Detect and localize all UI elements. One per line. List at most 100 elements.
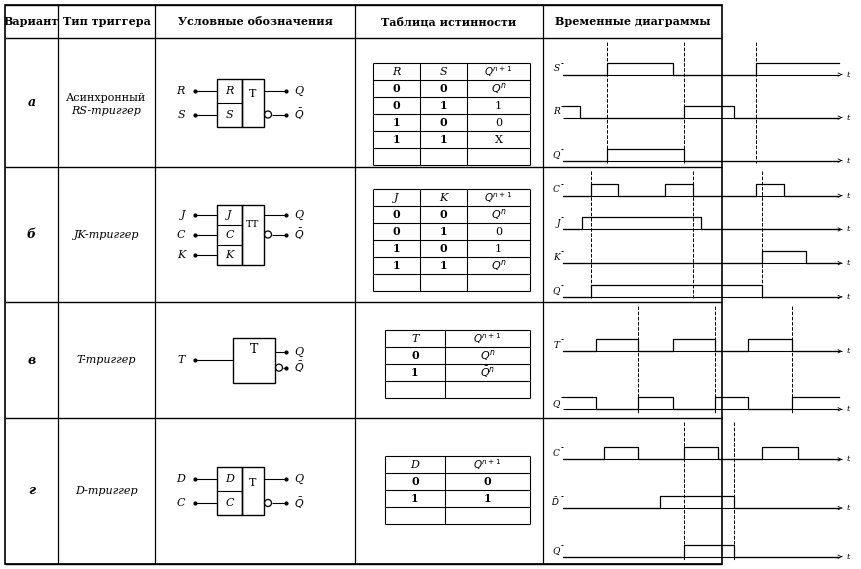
Text: R: R xyxy=(553,107,560,116)
Text: t: t xyxy=(846,405,850,413)
Text: C: C xyxy=(177,498,185,508)
Bar xyxy=(242,79,263,126)
Text: Q: Q xyxy=(552,150,560,159)
Bar xyxy=(217,79,242,126)
Text: T: T xyxy=(250,343,258,356)
Text: t: t xyxy=(846,552,850,560)
Text: $\bar{Q}^n$: $\bar{Q}^n$ xyxy=(480,365,494,380)
Text: C: C xyxy=(225,229,233,240)
Text: Вариант: Вариант xyxy=(3,16,59,27)
Text: 0: 0 xyxy=(439,209,447,220)
Text: $Q^{n+1}$: $Q^{n+1}$ xyxy=(484,190,512,205)
Text: C: C xyxy=(553,185,560,194)
Text: 0: 0 xyxy=(439,83,447,94)
Text: J: J xyxy=(393,192,399,203)
Text: Q: Q xyxy=(294,474,303,484)
Text: T-триггер: T-триггер xyxy=(77,355,136,365)
Text: 1: 1 xyxy=(393,134,400,145)
Text: J: J xyxy=(180,209,185,220)
Text: t: t xyxy=(846,259,850,267)
Text: Q: Q xyxy=(294,85,303,96)
Text: TT: TT xyxy=(246,220,259,229)
Text: T: T xyxy=(411,333,418,344)
Text: 1: 1 xyxy=(411,367,418,378)
Text: C: C xyxy=(225,498,233,508)
Text: T: T xyxy=(177,355,185,365)
Text: t: t xyxy=(846,156,850,164)
Text: t: t xyxy=(846,192,850,200)
Text: J: J xyxy=(555,219,560,228)
Text: 0: 0 xyxy=(439,117,447,128)
Text: R: R xyxy=(177,85,185,96)
Text: C: C xyxy=(553,449,560,458)
Text: 1: 1 xyxy=(439,226,447,237)
Text: t: t xyxy=(846,225,850,233)
Text: г: г xyxy=(28,484,35,497)
Text: $Q^n$: $Q^n$ xyxy=(490,81,506,96)
Text: T: T xyxy=(554,341,560,350)
Text: S: S xyxy=(554,64,560,73)
Text: Временные диаграммы: Временные диаграммы xyxy=(554,16,709,27)
Text: 0: 0 xyxy=(411,476,418,487)
Text: T: T xyxy=(249,478,257,488)
Text: D-триггер: D-триггер xyxy=(75,486,138,496)
Text: K: K xyxy=(225,249,233,259)
Text: $Q^{n+1}$: $Q^{n+1}$ xyxy=(473,457,501,472)
Text: 0: 0 xyxy=(439,243,447,254)
Text: D: D xyxy=(410,460,419,469)
Text: $\bar{Q}$: $\bar{Q}$ xyxy=(294,360,304,375)
Text: RS-триггер: RS-триггер xyxy=(71,105,141,116)
Text: C: C xyxy=(177,229,185,240)
Text: Q: Q xyxy=(552,399,560,408)
Text: K: K xyxy=(553,253,560,262)
Text: X: X xyxy=(494,134,502,145)
Text: 1: 1 xyxy=(393,243,400,254)
Text: б: б xyxy=(27,228,36,241)
Text: Таблица истинности: Таблица истинности xyxy=(381,16,516,27)
Text: $\bar{D}$: $\bar{D}$ xyxy=(551,496,560,509)
Text: 0: 0 xyxy=(494,226,501,237)
Text: $Q^{n+1}$: $Q^{n+1}$ xyxy=(473,331,501,346)
Text: t: t xyxy=(846,71,850,79)
Text: t: t xyxy=(846,455,850,463)
Text: Асинхронный: Асинхронный xyxy=(66,93,146,102)
Bar xyxy=(242,467,263,515)
Text: R: R xyxy=(225,85,233,96)
Bar xyxy=(5,5,722,564)
Text: Q: Q xyxy=(552,546,560,555)
Text: S: S xyxy=(177,109,185,119)
Text: S: S xyxy=(226,109,233,119)
Text: 0: 0 xyxy=(393,100,400,111)
Text: t: t xyxy=(846,114,850,122)
Text: 0: 0 xyxy=(393,209,400,220)
Text: 0: 0 xyxy=(411,350,418,361)
Text: 0: 0 xyxy=(483,476,491,487)
Text: 0: 0 xyxy=(393,83,400,94)
Text: 1: 1 xyxy=(439,260,447,271)
Text: Q: Q xyxy=(294,209,303,220)
Text: K: K xyxy=(439,192,447,203)
Text: t: t xyxy=(846,347,850,355)
Text: Условные обозначения: Условные обозначения xyxy=(177,16,332,27)
Text: $\bar{Q}$: $\bar{Q}$ xyxy=(294,227,304,242)
Text: 1: 1 xyxy=(393,117,400,128)
Text: T: T xyxy=(249,89,257,100)
Text: в: в xyxy=(28,353,35,366)
Text: 0: 0 xyxy=(393,226,400,237)
Text: D: D xyxy=(225,474,233,484)
Text: $\bar{Q}$: $\bar{Q}$ xyxy=(294,496,304,510)
Text: 1: 1 xyxy=(439,100,447,111)
Text: S: S xyxy=(439,67,447,76)
Bar xyxy=(217,204,242,265)
Text: 1: 1 xyxy=(439,134,447,145)
Text: 1: 1 xyxy=(483,493,491,504)
Text: 1: 1 xyxy=(494,101,501,110)
Bar xyxy=(232,337,275,382)
Text: а: а xyxy=(28,96,35,109)
Bar xyxy=(217,467,242,515)
Text: JK-триггер: JK-триггер xyxy=(74,229,139,240)
Text: 1: 1 xyxy=(494,244,501,254)
Text: t: t xyxy=(846,504,850,512)
Text: $Q^n$: $Q^n$ xyxy=(490,258,506,273)
Text: $Q^{n+1}$: $Q^{n+1}$ xyxy=(484,64,512,79)
